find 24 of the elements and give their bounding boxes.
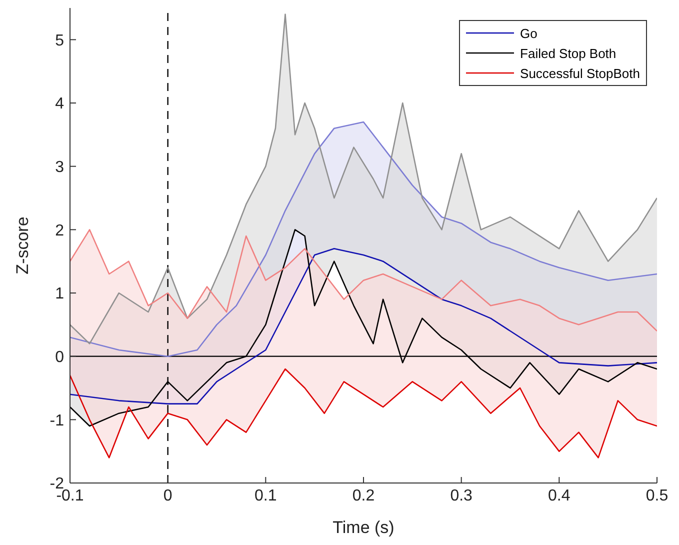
y-tick-label: 4 bbox=[55, 96, 64, 113]
y-tick-label: 1 bbox=[55, 286, 64, 303]
line-series bbox=[70, 248, 657, 404]
y-tick-label: 5 bbox=[55, 32, 64, 50]
legend-label: Go bbox=[520, 26, 538, 40]
x-tick-label: 0.3 bbox=[450, 487, 473, 504]
y-tick-label: 0 bbox=[55, 349, 64, 366]
legend-label: Successful StopBoth bbox=[520, 66, 640, 80]
x-tick-label: 0 bbox=[163, 487, 172, 504]
y-tick-label: 2 bbox=[55, 222, 64, 240]
x-tick-label: 0.4 bbox=[548, 487, 570, 504]
y-axis-title: Z-score bbox=[13, 216, 32, 274]
x-tick-label: 0.1 bbox=[254, 487, 277, 504]
line-series bbox=[70, 229, 657, 332]
y-tick-label: 3 bbox=[55, 159, 64, 176]
x-tick-label: 0.2 bbox=[352, 487, 375, 504]
line-series bbox=[70, 121, 657, 357]
y-tick-label: -1 bbox=[50, 412, 64, 430]
legend-label: Failed Stop Both bbox=[520, 46, 616, 60]
x-axis-title: Time (s) bbox=[332, 518, 394, 537]
line-series bbox=[70, 368, 657, 458]
x-tick-label: 0.5 bbox=[646, 487, 668, 504]
line-series bbox=[70, 14, 657, 344]
x-tick-label: -0.1 bbox=[56, 487, 84, 504]
